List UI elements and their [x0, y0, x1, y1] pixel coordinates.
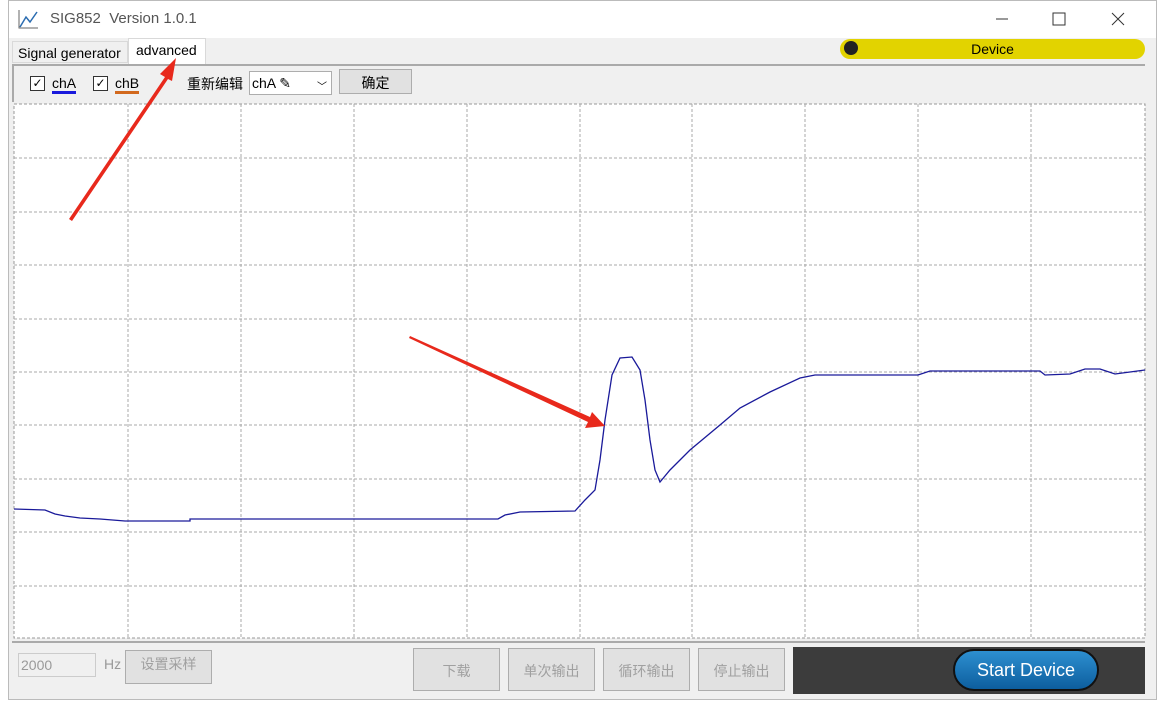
rate-select[interactable]: 2000: [18, 653, 96, 677]
select-value: chA: [252, 75, 276, 91]
waveform: [13, 356, 1146, 522]
toolbar: [12, 64, 1145, 102]
action-button[interactable]: 循环输出: [603, 648, 690, 691]
device-indicator[interactable]: Device: [840, 39, 1145, 59]
rate-unit: Hz: [104, 656, 122, 672]
app-icon: [18, 10, 38, 29]
action-button[interactable]: 停止输出: [698, 648, 785, 691]
window-title: SIG852 Version 1.0.1: [50, 10, 197, 27]
checkbox[interactable]: ✓: [93, 76, 108, 91]
title-bar: [9, 1, 1156, 38]
action-button[interactable]: 下载: [413, 648, 500, 691]
annotation-arrow: [69, 58, 605, 428]
tab-active[interactable]: advanced: [128, 38, 206, 64]
channel-label[interactable]: chB: [115, 75, 140, 94]
window-controls[interactable]: [990, 8, 1130, 30]
channel-label[interactable]: chA: [52, 75, 77, 94]
bottom-bar: [12, 641, 1145, 643]
channel-select[interactable]: chA ✎ ﹀: [249, 71, 332, 95]
set-rate-button[interactable]: 设置采样: [125, 650, 212, 684]
action-button[interactable]: 单次输出: [508, 648, 595, 691]
device-dot: [844, 41, 858, 55]
checkbox[interactable]: ✓: [30, 76, 45, 91]
tab[interactable]: Signal generator: [12, 41, 128, 63]
confirm-button[interactable]: 确定: [339, 69, 412, 94]
start-button[interactable]: Start Device: [953, 649, 1099, 691]
edit-label: 重新编辑: [187, 76, 243, 92]
